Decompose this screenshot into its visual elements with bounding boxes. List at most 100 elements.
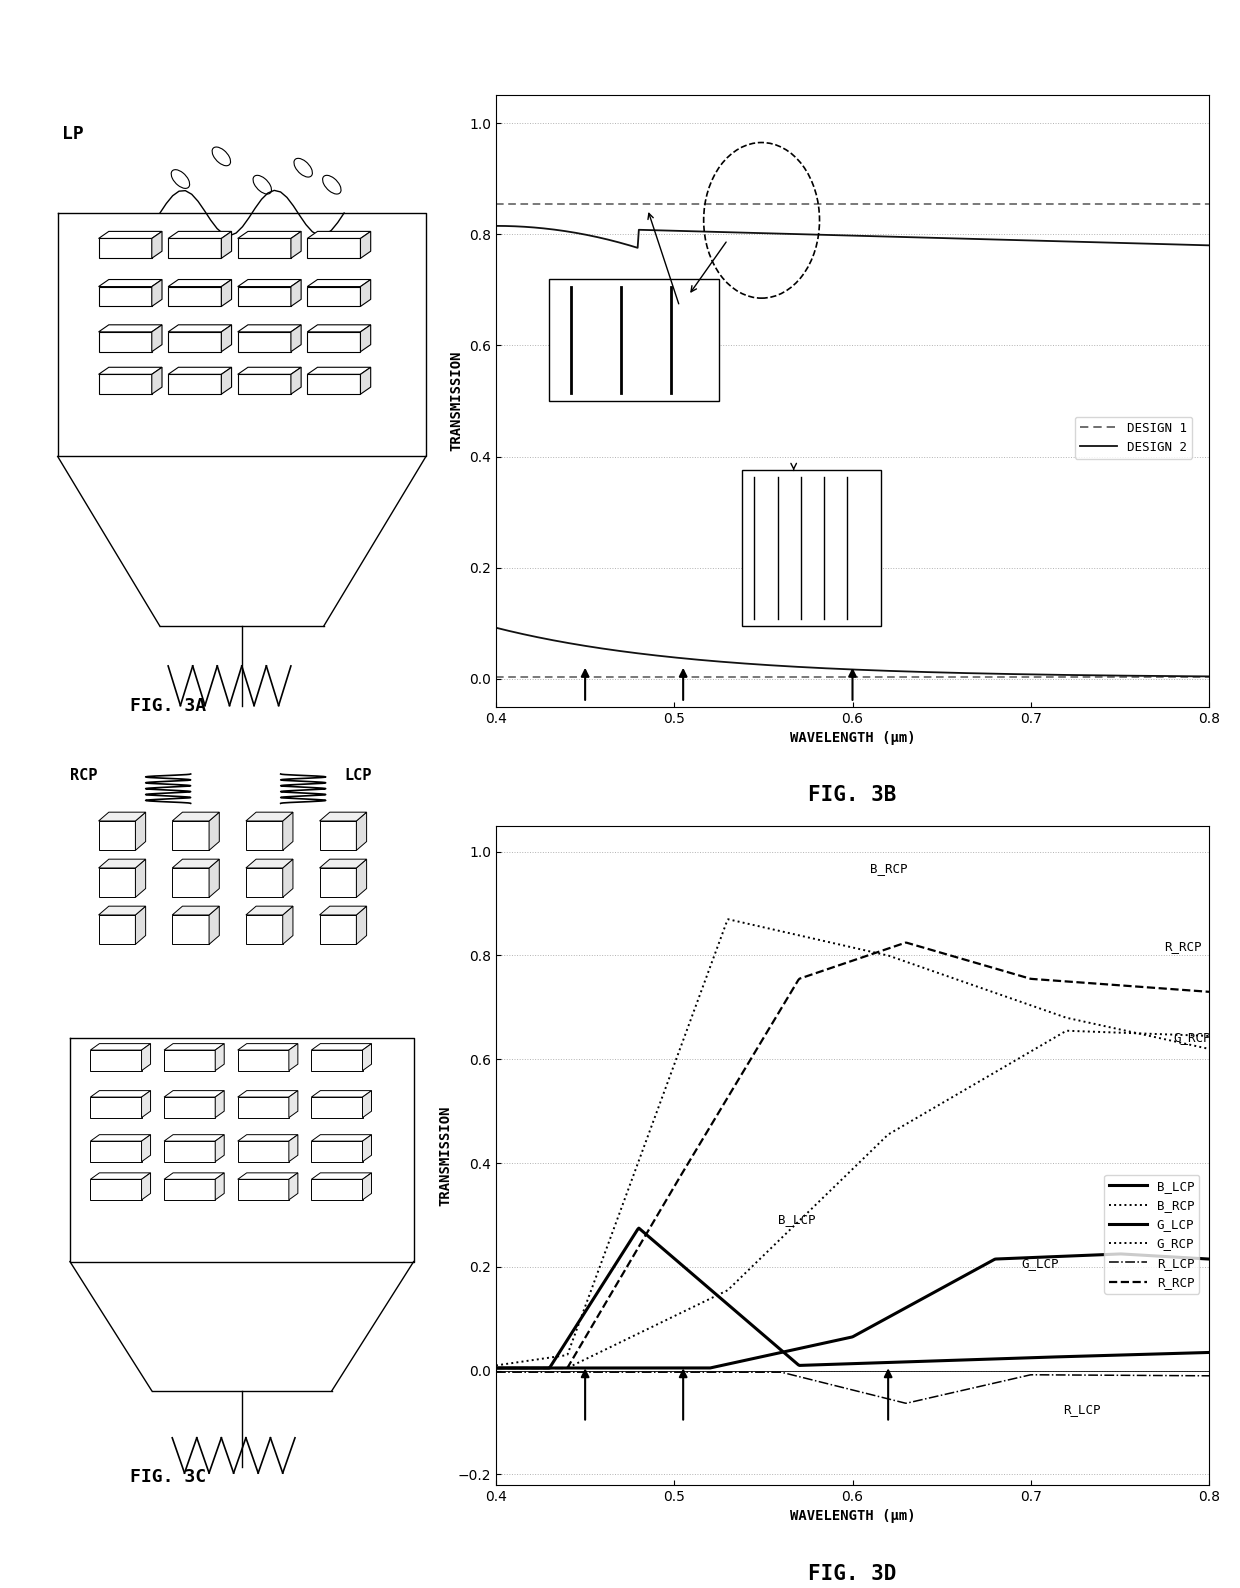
- Polygon shape: [308, 375, 361, 394]
- Polygon shape: [320, 821, 356, 850]
- Polygon shape: [141, 1174, 150, 1201]
- Text: FIG. 3A: FIG. 3A: [130, 697, 206, 715]
- Polygon shape: [172, 859, 219, 869]
- Text: B_LCP: B_LCP: [777, 1213, 815, 1226]
- Polygon shape: [246, 811, 293, 821]
- Polygon shape: [210, 811, 219, 850]
- Polygon shape: [291, 232, 301, 259]
- Polygon shape: [291, 279, 301, 306]
- Legend: B_LCP, B_RCP, G_LCP, G_RCP, R_LCP, R_RCP: B_LCP, B_RCP, G_LCP, G_RCP, R_LCP, R_RCP: [1104, 1175, 1199, 1294]
- G_LCP: [672, 1358, 687, 1377]
- Polygon shape: [289, 1174, 298, 1201]
- G_LCP: [1112, 1245, 1127, 1264]
- Polygon shape: [99, 232, 162, 238]
- Polygon shape: [308, 232, 371, 238]
- Polygon shape: [246, 821, 283, 850]
- Polygon shape: [320, 869, 356, 897]
- Polygon shape: [246, 859, 293, 869]
- Polygon shape: [246, 869, 283, 897]
- Polygon shape: [362, 1174, 372, 1201]
- Polygon shape: [164, 1091, 224, 1097]
- Polygon shape: [99, 821, 135, 850]
- X-axis label: WAVELENGTH (μm): WAVELENGTH (μm): [790, 730, 915, 745]
- Polygon shape: [141, 1091, 150, 1118]
- Polygon shape: [361, 232, 371, 259]
- Polygon shape: [308, 286, 361, 306]
- R_LCP: [898, 1394, 913, 1413]
- Polygon shape: [91, 1097, 141, 1118]
- R_LCP: [811, 1372, 826, 1391]
- Polygon shape: [141, 1135, 150, 1162]
- B_RCP: [489, 1356, 503, 1375]
- Polygon shape: [238, 1043, 298, 1050]
- Polygon shape: [169, 279, 232, 286]
- Polygon shape: [151, 326, 162, 351]
- R_RCP: [898, 934, 913, 953]
- R_RCP: [1027, 970, 1042, 989]
- Polygon shape: [356, 811, 367, 850]
- B_RCP: [910, 956, 925, 975]
- Polygon shape: [308, 326, 371, 332]
- Polygon shape: [164, 1180, 216, 1201]
- Polygon shape: [164, 1174, 224, 1180]
- Polygon shape: [311, 1050, 362, 1070]
- Polygon shape: [99, 907, 145, 915]
- Polygon shape: [91, 1174, 150, 1180]
- Bar: [549, 279, 719, 402]
- R_LCP: [1027, 1366, 1042, 1385]
- Polygon shape: [238, 326, 301, 332]
- B_RCP: [966, 975, 981, 994]
- Polygon shape: [169, 232, 232, 238]
- Polygon shape: [308, 332, 361, 351]
- Polygon shape: [91, 1050, 141, 1070]
- Line: R_LCP: R_LCP: [496, 1372, 1209, 1404]
- Polygon shape: [172, 907, 219, 915]
- Polygon shape: [99, 375, 151, 394]
- Polygon shape: [238, 1097, 289, 1118]
- R_LCP: [489, 1363, 503, 1382]
- Polygon shape: [216, 1135, 224, 1162]
- Polygon shape: [216, 1043, 224, 1070]
- Polygon shape: [169, 326, 232, 332]
- G_LCP: [811, 1336, 826, 1355]
- R_LCP: [910, 1391, 925, 1410]
- Polygon shape: [356, 859, 367, 897]
- Line: R_RCP: R_RCP: [496, 943, 1209, 1367]
- Polygon shape: [238, 232, 301, 238]
- Polygon shape: [246, 915, 283, 945]
- G_LCP: [615, 1358, 630, 1377]
- G_LCP: [909, 1293, 924, 1312]
- Polygon shape: [99, 367, 162, 375]
- Polygon shape: [238, 332, 291, 351]
- Text: FIG. 3D: FIG. 3D: [808, 1564, 897, 1585]
- Polygon shape: [221, 326, 232, 351]
- Polygon shape: [238, 1180, 289, 1201]
- B_RCP: [672, 1042, 687, 1061]
- Polygon shape: [320, 811, 367, 821]
- Polygon shape: [356, 907, 367, 945]
- Polygon shape: [164, 1135, 224, 1142]
- Legend: DESIGN 1, DESIGN 2: DESIGN 1, DESIGN 2: [1075, 416, 1192, 459]
- Text: G_LCP: G_LCP: [1022, 1256, 1059, 1270]
- B_LCP: [631, 1218, 646, 1237]
- B_RCP: [812, 931, 827, 950]
- Polygon shape: [291, 367, 301, 394]
- B_RCP: [615, 1196, 630, 1215]
- R_LCP: [1202, 1366, 1216, 1385]
- G_LCP: [965, 1262, 980, 1282]
- Polygon shape: [361, 326, 371, 351]
- Polygon shape: [362, 1043, 372, 1070]
- Polygon shape: [216, 1174, 224, 1201]
- Polygon shape: [289, 1135, 298, 1162]
- Polygon shape: [320, 915, 356, 945]
- Polygon shape: [151, 279, 162, 306]
- R_RCP: [1202, 983, 1216, 1002]
- B_RCP: [1027, 997, 1042, 1016]
- Polygon shape: [99, 869, 135, 897]
- Text: R_RCP: R_RCP: [1164, 940, 1202, 953]
- Polygon shape: [164, 1043, 224, 1050]
- R_RCP: [489, 1358, 503, 1377]
- Polygon shape: [238, 286, 291, 306]
- B_LCP: [812, 1355, 827, 1374]
- R_RCP: [811, 962, 826, 981]
